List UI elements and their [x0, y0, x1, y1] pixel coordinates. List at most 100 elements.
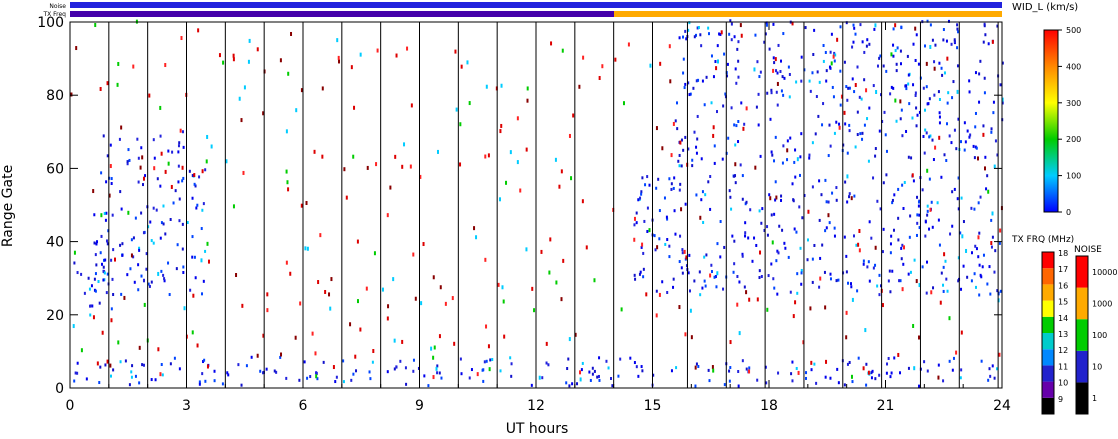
scatter-point: [678, 153, 681, 157]
scatter-point: [887, 279, 890, 283]
scatter-point: [890, 52, 893, 57]
scatter-point: [568, 337, 571, 342]
scatter-point: [838, 122, 841, 126]
scatter-point: [688, 21, 691, 25]
scatter-point: [918, 283, 921, 288]
scatter-point: [951, 190, 954, 194]
scatter-point: [102, 258, 105, 262]
scatter-point: [305, 200, 308, 205]
scatter-point: [132, 255, 135, 259]
scatter-point: [93, 277, 96, 281]
scatter-point: [593, 278, 596, 283]
scatter-point: [857, 356, 860, 360]
scatter-point: [226, 371, 229, 375]
scatter-point: [923, 151, 926, 155]
scatter-point: [640, 192, 643, 196]
scatter-point: [941, 73, 944, 77]
scatter-point: [917, 62, 920, 66]
scatter-point: [862, 259, 865, 263]
scatter-point: [193, 182, 196, 186]
scatter-point: [138, 381, 141, 385]
scatter-point: [104, 218, 107, 222]
scatter-point: [737, 59, 740, 63]
scatter-point: [773, 286, 776, 290]
scatter-point: [880, 284, 883, 288]
scatter-point: [775, 195, 778, 200]
scatter-point: [695, 145, 698, 149]
scatter-point: [758, 209, 761, 213]
scatter-point: [155, 208, 158, 212]
scatter-point: [942, 265, 945, 269]
scatter-point: [499, 197, 502, 202]
scatter-point: [745, 200, 748, 204]
scatter-point: [687, 28, 690, 32]
scatter-point: [940, 175, 943, 179]
scatter-point: [907, 155, 910, 159]
scatter-point: [874, 154, 877, 158]
scatter-point: [707, 32, 710, 36]
scatter-point: [788, 72, 791, 76]
scatter-point: [780, 194, 783, 198]
scatter-point: [90, 304, 93, 308]
scatter-point: [798, 205, 801, 209]
scatter-point: [591, 372, 594, 376]
scatter-point: [316, 377, 319, 381]
scatter-point: [150, 378, 153, 382]
scatter-point: [926, 213, 929, 217]
scatter-point: [964, 140, 967, 144]
scatter-point: [505, 180, 508, 185]
scatter-point: [503, 334, 506, 339]
scatter-point: [947, 91, 950, 95]
scatter-point: [987, 378, 990, 382]
scatter-point: [365, 286, 368, 291]
scatter-point: [640, 245, 643, 249]
scatter-point: [372, 349, 375, 354]
scatter-point: [121, 253, 124, 257]
scatter-point: [830, 61, 833, 66]
scatter-point: [127, 148, 130, 152]
scatter-point: [867, 370, 870, 375]
scatter-point: [798, 173, 801, 177]
scatter-point: [670, 187, 673, 191]
scatter-point: [88, 287, 91, 291]
scatter-point: [728, 369, 731, 373]
scatter-point: [938, 135, 941, 140]
scatter-point: [489, 358, 492, 362]
scatter-point: [730, 106, 733, 110]
scatter-point: [825, 226, 828, 230]
noise-colorbar-label: 100: [1092, 331, 1107, 340]
scatter-point: [359, 52, 362, 57]
scatter-point: [973, 272, 976, 276]
scatter-point: [867, 159, 870, 163]
scatter-point: [541, 376, 544, 380]
scatter-point: [702, 220, 705, 224]
scatter-point: [637, 374, 640, 378]
scatter-point: [924, 108, 927, 112]
scatter-point: [300, 203, 303, 208]
scatter-point: [500, 83, 503, 88]
scatter-point: [138, 248, 141, 252]
scatter-point: [933, 60, 936, 64]
scatter-point: [167, 161, 170, 166]
scatter-point: [913, 366, 916, 371]
scatter-point: [127, 210, 130, 215]
scatter-point: [836, 37, 839, 42]
scatter-point: [882, 181, 885, 185]
scatter-point: [314, 351, 317, 356]
scatter-point: [178, 197, 181, 201]
scatter-point: [188, 169, 191, 173]
scatter-point: [617, 374, 620, 378]
scatter-point: [189, 288, 192, 292]
width-colorbar-title: WID_L (km/s): [1012, 2, 1078, 13]
scatter-point: [645, 292, 648, 297]
scatter-point: [694, 384, 697, 388]
scatter-point: [100, 171, 103, 175]
noise-colorbar-segment: [1076, 382, 1088, 414]
scatter-point: [571, 382, 574, 386]
scatter-point: [191, 235, 194, 239]
scatter-point: [979, 273, 982, 277]
scatter-point: [648, 228, 651, 233]
scatter-point: [352, 154, 355, 159]
scatter-point: [627, 42, 630, 47]
